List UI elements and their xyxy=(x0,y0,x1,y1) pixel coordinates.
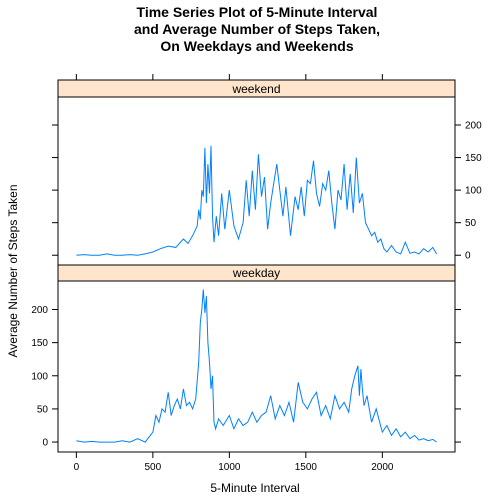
chart-title-line: On Weekdays and Weekends xyxy=(160,38,353,54)
y-tick-label: 50 xyxy=(465,218,477,229)
strip-label-weekday: weekday xyxy=(232,266,280,280)
x-tick-label: 1000 xyxy=(218,462,241,473)
x-tick-label: 2000 xyxy=(371,462,394,473)
x-tick-label: 500 xyxy=(145,462,162,473)
chart-title-text: Time Series Plot of 5-Minute Interval and… xyxy=(134,4,380,54)
x-tick-label: 0 xyxy=(74,462,80,473)
chart-title-line: Time Series Plot of 5-Minute Interval xyxy=(137,4,378,20)
y-axis-label: Average Number of Steps Taken xyxy=(6,185,20,358)
y-tick-label: 100 xyxy=(31,371,48,382)
y-tick-label: 200 xyxy=(31,305,48,316)
y-tick-label: 0 xyxy=(465,251,471,262)
strip-label-weekend: weekend xyxy=(231,82,280,96)
y-tick-label: 50 xyxy=(37,404,49,415)
series-line-weekday xyxy=(76,289,437,443)
x-axis-label: 5-Minute Interval xyxy=(210,481,299,495)
panel-weekend: weekend 0 50 100 150 200 xyxy=(52,79,482,266)
panel-frame-weekday xyxy=(57,280,456,453)
y-tick-label: 100 xyxy=(465,186,482,197)
chart-title-line: and Average Number of Steps Taken, xyxy=(134,21,380,37)
x-axis: 0 500 1000 1500 2000 xyxy=(74,74,394,473)
y-tick-label: 150 xyxy=(31,338,48,349)
panel-weekday: weekday 0 50 100 150 200 xyxy=(31,264,461,453)
series-line-weekend xyxy=(76,145,438,256)
y-tick-label: 200 xyxy=(465,121,482,132)
chart-title: Time Series Plot of 5-Minute Interval and… xyxy=(134,4,380,54)
y-tick-label: 150 xyxy=(465,153,482,164)
y-tick-label: 0 xyxy=(42,438,48,449)
x-tick-label: 1500 xyxy=(295,462,318,473)
